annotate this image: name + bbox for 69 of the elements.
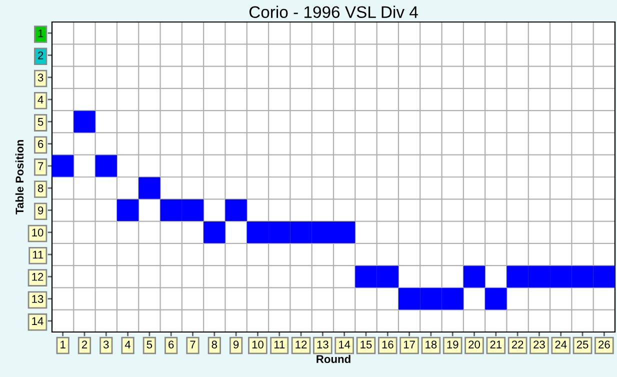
y-tick-label: 5 [38,118,44,126]
point [572,266,594,288]
y-tick-label: 9 [38,206,44,214]
y-tick-label: 4 [38,96,44,104]
x-tick-label: 21 [490,340,502,348]
point [204,222,226,244]
x-tick-label: 14 [338,340,350,348]
y-tick-label: 13 [32,295,44,303]
point [420,288,442,310]
point [593,266,615,288]
point [138,177,160,199]
point [74,110,96,132]
point [52,155,74,177]
point [116,199,139,222]
x-tick-label: 18 [426,340,437,348]
x-tick-label: 25 [576,340,588,348]
x-tick-label: 1 [60,340,66,348]
x-axis-title: Round [316,354,350,364]
point [442,288,464,310]
y-tick-label: 12 [32,272,44,281]
point [506,266,528,288]
chart-title: Corio - 1996 VSL Div 4 [249,6,418,18]
y-tick-label: 3 [38,74,44,82]
point [376,266,398,288]
x-tick-label: 13 [317,340,328,348]
x-tick-label: 22 [512,340,524,348]
point [95,155,117,177]
y-tick-label: 11 [32,250,44,259]
point [355,266,377,288]
y-tick-label: 8 [38,184,44,192]
x-tick-label: 23 [534,340,545,348]
x-tick-label: 11 [274,340,285,348]
point [485,288,507,310]
x-tick-label: 6 [168,340,174,348]
y-tick-label: 1 [38,29,44,38]
x-tick-label: 9 [233,340,239,348]
point [550,266,572,288]
x-tick-label: 24 [555,340,567,348]
x-tick-label: 16 [382,340,394,348]
y-tick-label: 7 [38,162,44,170]
x-tick-label: 15 [360,340,372,348]
point [290,222,312,244]
point [160,199,182,222]
y-axis-title: Table Position [15,140,24,214]
point [398,288,420,310]
point [334,222,356,244]
point [528,266,550,288]
x-tick-label: 20 [468,340,480,348]
y-tick-label: 14 [32,317,44,325]
y-tick-label: 6 [38,140,44,148]
x-tick-label: 4 [124,340,131,348]
y-tick-label: 2 [38,51,44,60]
x-tick-label: 10 [252,340,264,348]
x-tick-label: 26 [598,340,610,348]
x-tick-label: 17 [404,340,415,348]
point [312,222,334,244]
point [463,266,486,288]
x-tick-label: 19 [447,340,458,348]
x-tick-label: 2 [82,340,88,348]
x-tick-label: 7 [190,340,196,348]
y-tick-label: 10 [32,228,44,236]
point [182,199,204,222]
x-tick-label: 12 [296,340,307,348]
x-tick-label: 3 [103,340,109,348]
point [268,222,290,244]
point [246,222,269,244]
x-tick-label: 8 [212,340,218,348]
point [225,199,247,222]
x-tick-label: 5 [146,340,152,348]
